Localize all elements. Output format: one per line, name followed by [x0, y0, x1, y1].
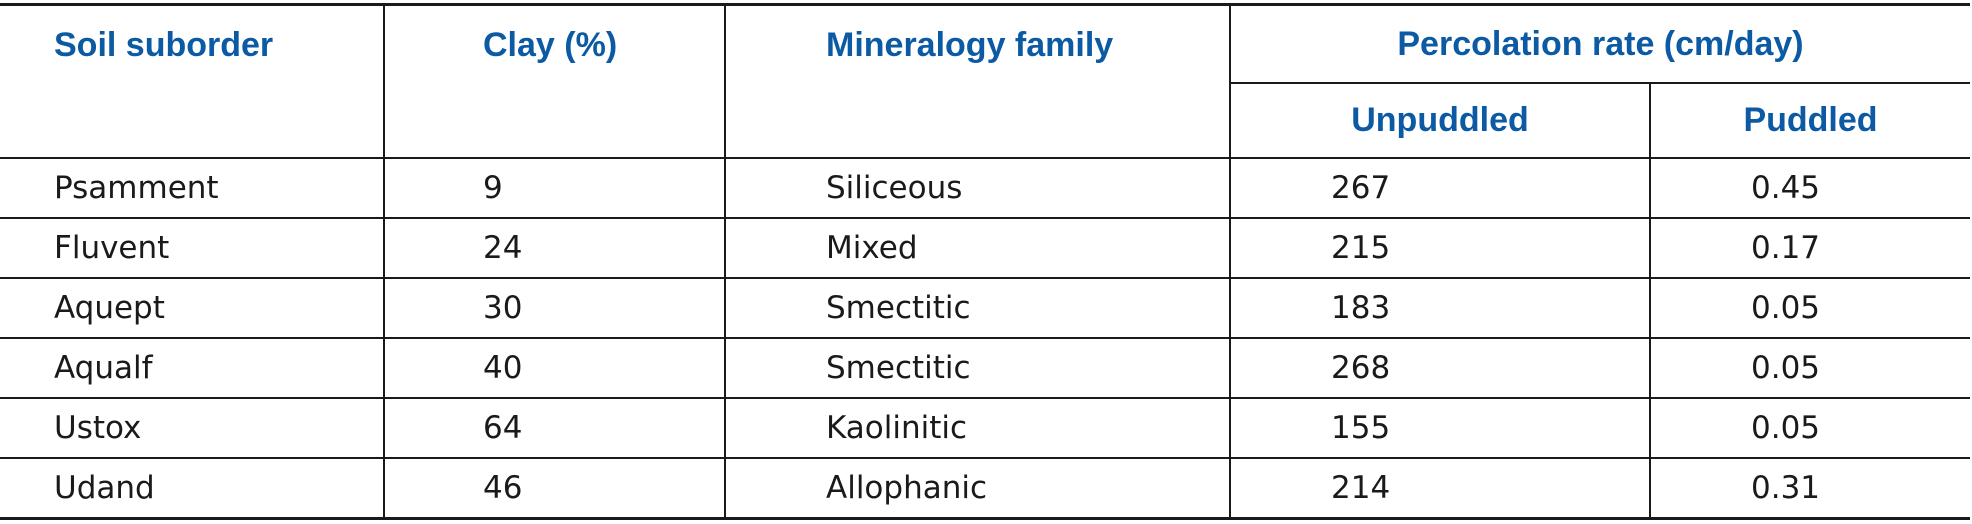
cell-mineralogy: Mixed: [724, 217, 1231, 279]
cell-puddled: 0.31: [1649, 457, 1970, 520]
percolation-table-container: Soil suborder Clay (%) Mineralogy family…: [0, 3, 1970, 520]
cell-puddled: 0.05: [1649, 277, 1970, 339]
cell-mineralogy: Siliceous: [724, 157, 1231, 219]
header-soil-suborder: Soil suborder: [0, 3, 385, 159]
percolation-table: Soil suborder Clay (%) Mineralogy family…: [0, 3, 1970, 520]
table-body: Psamment 9 Siliceous 267 0.45 Fluvent 24 Mixed 2…: [0, 157, 1970, 520]
header-row-top: Soil suborder Clay (%) Mineralogy family…: [0, 3, 1970, 159]
table-row: Ustox 64 Kaolinitic 155 0.05: [0, 397, 1970, 459]
header-unpuddled: Unpuddled: [1230, 82, 1651, 159]
cell-puddled: 0.05: [1649, 337, 1970, 399]
cell-unpuddled: 214: [1229, 457, 1651, 520]
cell-unpuddled: 268: [1229, 337, 1651, 399]
header-percolation-rate: Percolation rate (cm/day): [1229, 3, 1970, 84]
table-row: Aqualf 40 Smectitic 268 0.05: [0, 337, 1970, 399]
header-clay: Clay (%): [383, 3, 726, 159]
cell-soil-suborder: Udand: [0, 457, 385, 520]
cell-clay: 30: [383, 277, 726, 339]
cell-soil-suborder: Aqualf: [0, 337, 385, 399]
cell-mineralogy: Allophanic: [724, 457, 1231, 520]
cell-unpuddled: 215: [1229, 217, 1651, 279]
table-header: Soil suborder Clay (%) Mineralogy family…: [0, 3, 1970, 159]
cell-unpuddled: 183: [1229, 277, 1651, 339]
cell-unpuddled: 155: [1229, 397, 1651, 459]
table-row: Psamment 9 Siliceous 267 0.45: [0, 157, 1970, 219]
cell-clay: 46: [383, 457, 726, 520]
cell-soil-suborder: Aquept: [0, 277, 385, 339]
cell-clay: 64: [383, 397, 726, 459]
cell-soil-suborder: Fluvent: [0, 217, 385, 279]
cell-unpuddled: 267: [1229, 157, 1651, 219]
header-puddled: Puddled: [1649, 82, 1970, 159]
table-row: Udand 46 Allophanic 214 0.31: [0, 457, 1970, 520]
cell-clay: 24: [383, 217, 726, 279]
cell-clay: 9: [383, 157, 726, 219]
cell-puddled: 0.45: [1649, 157, 1970, 219]
cell-soil-suborder: Psamment: [0, 157, 385, 219]
cell-clay: 40: [383, 337, 726, 399]
cell-soil-suborder: Ustox: [0, 397, 385, 459]
cell-mineralogy: Smectitic: [724, 337, 1231, 399]
table-row: Aquept 30 Smectitic 183 0.05: [0, 277, 1970, 339]
cell-mineralogy: Smectitic: [724, 277, 1231, 339]
cell-mineralogy: Kaolinitic: [724, 397, 1231, 459]
header-row-sub: Unpuddled Puddled: [0, 82, 1970, 159]
cell-puddled: 0.17: [1649, 217, 1970, 279]
header-mineralogy: Mineralogy family: [724, 3, 1231, 159]
cell-puddled: 0.05: [1649, 397, 1970, 459]
table-row: Fluvent 24 Mixed 215 0.17: [0, 217, 1970, 279]
